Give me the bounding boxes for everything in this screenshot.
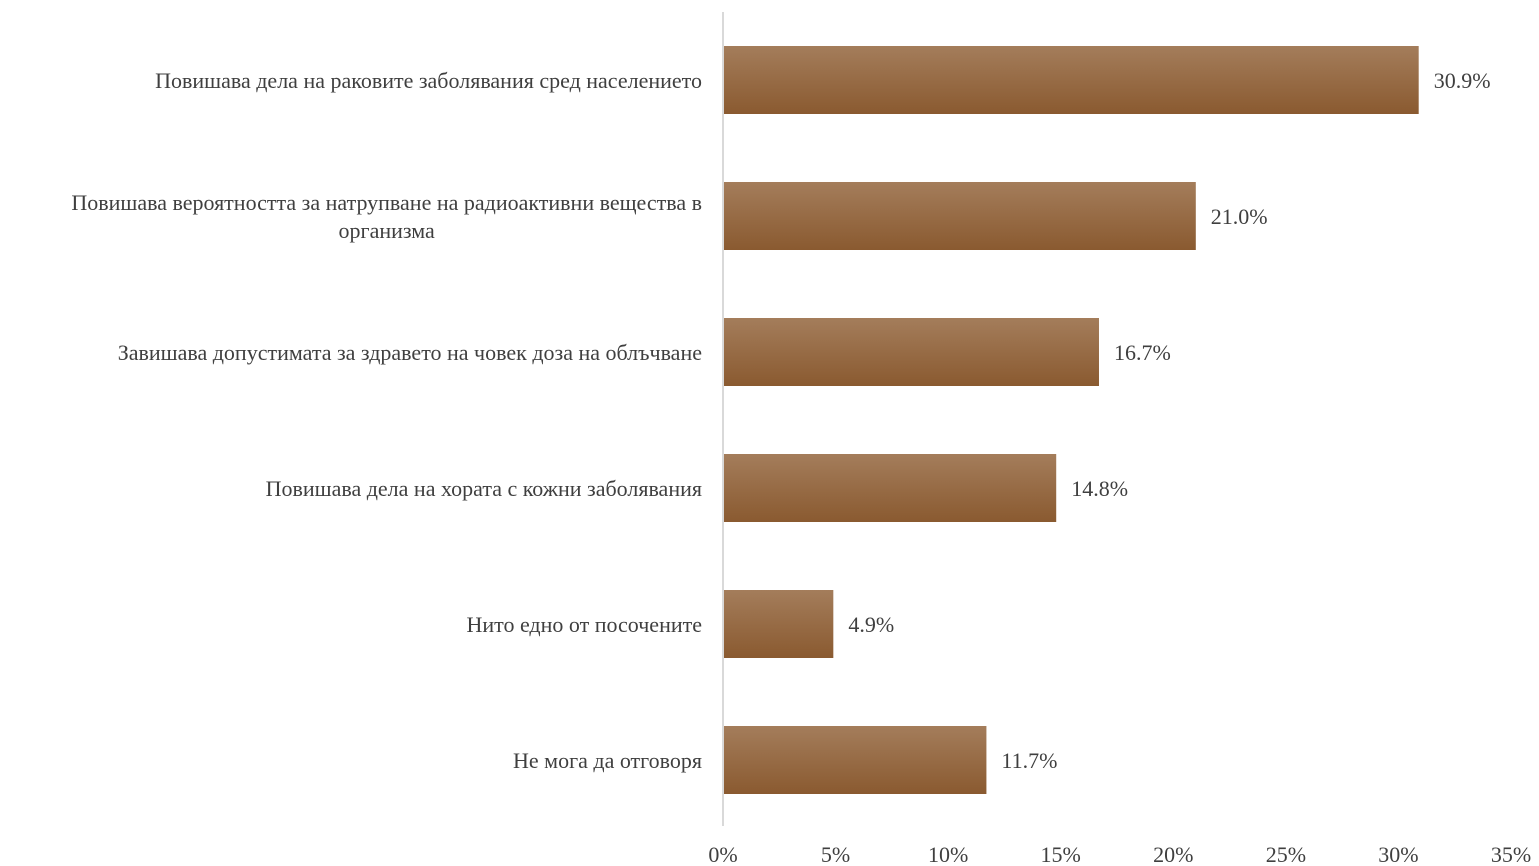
category-label: Повишава вероятността за натрупване на р… bbox=[71, 190, 702, 243]
data-label: 21.0% bbox=[1211, 204, 1268, 229]
x-tick-label: 0% bbox=[708, 842, 737, 866]
category-label: Повишава дела на хората с кожни заболява… bbox=[266, 476, 702, 501]
x-tick-label: 15% bbox=[1041, 842, 1081, 866]
x-tick-label: 20% bbox=[1153, 842, 1193, 866]
x-tick-label: 5% bbox=[821, 842, 850, 866]
data-labels: 30.9% 21.0% 16.7% 14.8% 4.9% 11.7% bbox=[848, 68, 1490, 773]
data-label: 30.9% bbox=[1434, 68, 1491, 93]
data-label: 14.8% bbox=[1071, 476, 1128, 501]
x-tick-label: 25% bbox=[1266, 842, 1306, 866]
data-label: 16.7% bbox=[1114, 340, 1171, 365]
x-tick-label: 30% bbox=[1378, 842, 1418, 866]
x-tick-label: 35% bbox=[1491, 842, 1531, 866]
x-axis-ticks: 0% 5% 10% 15% 20% 25% 30% 35% bbox=[708, 842, 1531, 866]
category-labels: Повишава дела на раковите заболявания ср… bbox=[71, 68, 702, 773]
bar bbox=[723, 318, 1099, 386]
bar bbox=[723, 46, 1419, 114]
data-label: 11.7% bbox=[1001, 748, 1057, 773]
category-label: Завишава допустимата за здравето на чове… bbox=[118, 340, 702, 365]
bar bbox=[723, 726, 987, 794]
x-tick-label: 10% bbox=[928, 842, 968, 866]
bar bbox=[723, 454, 1057, 522]
category-label: Нито едно от посочените bbox=[466, 612, 702, 637]
data-label: 4.9% bbox=[848, 612, 894, 637]
bars-group bbox=[723, 46, 1419, 794]
category-label: Не мога да отговоря bbox=[513, 748, 702, 773]
bar bbox=[723, 182, 1196, 250]
category-label: Повишава дела на раковите заболявания ср… bbox=[155, 68, 702, 93]
bar bbox=[723, 590, 834, 658]
